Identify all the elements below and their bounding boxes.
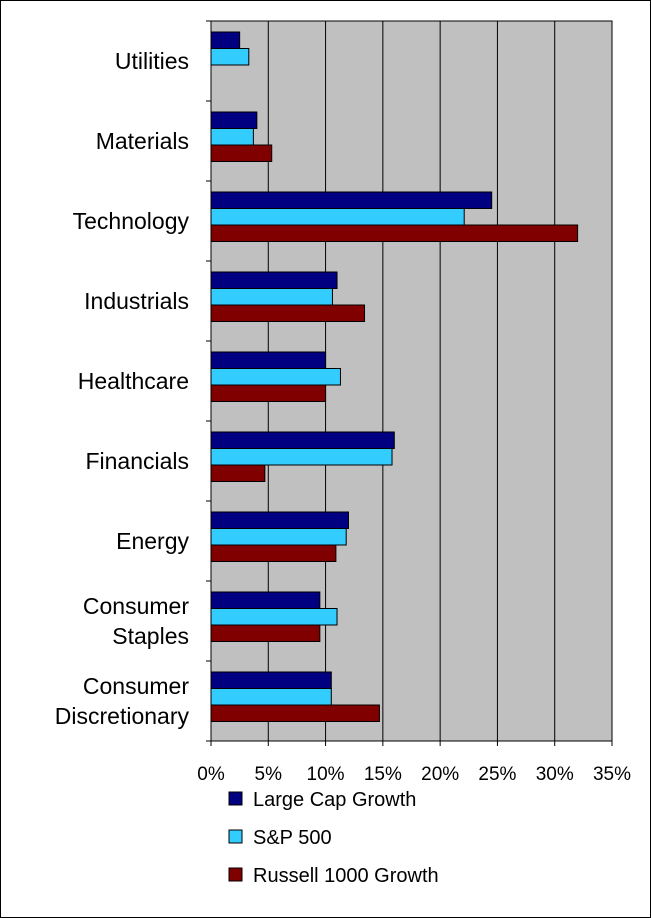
x-tick-label: 15% <box>364 764 402 785</box>
x-tick-label: 5% <box>255 764 283 785</box>
bar-materials-s-p-500 <box>210 128 254 146</box>
x-tick-label: 0% <box>197 764 225 785</box>
bar-energy-russell-1000-growth <box>210 544 337 562</box>
bar-consumer-staples-russell-1000-growth <box>210 624 321 642</box>
category-label: Consumer <box>83 673 189 699</box>
legend-swatch-s-p-500 <box>228 829 243 844</box>
bar-energy-large-cap-growth <box>210 511 349 529</box>
category-label: Technology <box>73 208 190 234</box>
bar-healthcare-s-p-500 <box>210 368 341 386</box>
bar-financials-russell-1000-growth <box>210 464 266 482</box>
bar-industrials-russell-1000-growth <box>210 304 366 322</box>
bar-technology-large-cap-growth <box>210 191 493 209</box>
category-label: Discretionary <box>55 703 190 729</box>
legend-swatch-large-cap-growth <box>228 791 243 806</box>
x-tick-label: 30% <box>536 764 574 785</box>
x-tick-label: 25% <box>478 764 516 785</box>
bar-utilities-large-cap-growth <box>210 31 241 49</box>
bar-consumer-discretionary-s-p-500 <box>210 688 332 706</box>
category-label: Financials <box>85 448 189 474</box>
bar-utilities-s-p-500 <box>210 48 250 66</box>
legend-swatch-russell-1000-growth <box>228 867 243 882</box>
bar-financials-large-cap-growth <box>210 431 395 449</box>
bar-consumer-discretionary-russell-1000-growth <box>210 704 380 722</box>
category-label: Consumer <box>83 593 189 619</box>
category-label: Industrials <box>84 288 189 314</box>
category-label: Energy <box>116 528 189 554</box>
bar-healthcare-russell-1000-growth <box>210 384 327 402</box>
x-tick-label: 35% <box>593 764 631 785</box>
bar-energy-s-p-500 <box>210 528 347 546</box>
category-label: Staples <box>112 623 189 649</box>
legend-label-russell-1000-growth: Russell 1000 Growth <box>253 865 439 887</box>
bar-industrials-large-cap-growth <box>210 271 338 289</box>
category-label: Materials <box>96 128 189 154</box>
bar-technology-s-p-500 <box>210 208 465 226</box>
legend-label-s-p-500: S&P 500 <box>253 827 332 849</box>
bar-materials-russell-1000-growth <box>210 144 273 162</box>
bar-consumer-discretionary-large-cap-growth <box>210 671 332 689</box>
bar-industrials-s-p-500 <box>210 288 333 306</box>
bar-financials-s-p-500 <box>210 448 393 466</box>
category-label: Healthcare <box>78 368 189 394</box>
bar-consumer-staples-large-cap-growth <box>210 591 321 609</box>
bar-technology-russell-1000-growth <box>210 224 579 242</box>
bar-consumer-staples-s-p-500 <box>210 608 338 626</box>
bar-healthcare-large-cap-growth <box>210 351 327 369</box>
legend-label-large-cap-growth: Large Cap Growth <box>253 789 416 811</box>
category-label: Utilities <box>115 48 189 74</box>
bar-materials-large-cap-growth <box>210 111 258 129</box>
x-tick-label: 10% <box>307 764 345 785</box>
x-tick-label: 20% <box>421 764 459 785</box>
